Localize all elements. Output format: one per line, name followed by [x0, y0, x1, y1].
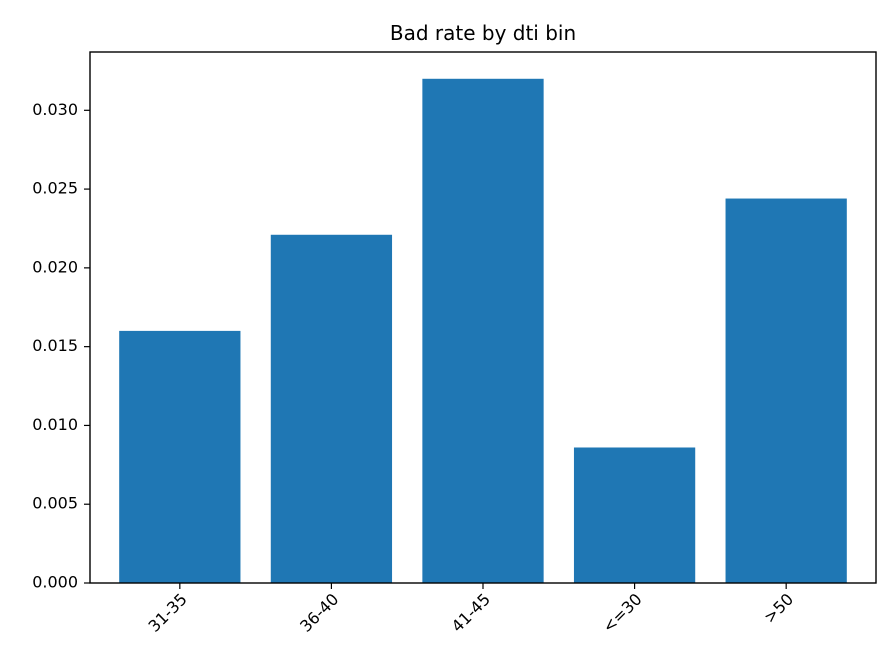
plot-frame: [89, 51, 877, 584]
bars-group: [119, 78, 847, 583]
x-tick-label-2: 41-45: [448, 590, 494, 636]
bar-4: [725, 198, 847, 583]
x-axis: 31-35 36-40 41-45 <=30 >50: [145, 583, 797, 637]
x-tick-label-4: >50: [760, 590, 797, 627]
x-tick-label-0: 31-35: [145, 590, 191, 636]
bar-3: [573, 447, 696, 583]
y-tick-label-4: 0.020: [32, 257, 78, 276]
bar-1: [270, 234, 393, 583]
y-tick-label-2: 0.010: [32, 415, 78, 434]
y-tick-label-3: 0.015: [32, 336, 78, 355]
y-tick-label-0: 0.000: [32, 573, 78, 592]
chart-title: Bad rate by dti bin: [390, 21, 576, 45]
bar-2: [422, 78, 544, 583]
y-axis: 0.000 0.005 0.010 0.015 0.020 0.025 0.030: [32, 100, 90, 592]
bar-0: [119, 330, 241, 583]
y-tick-label-1: 0.005: [32, 494, 78, 513]
y-tick-label-6: 0.030: [32, 100, 78, 119]
x-tick-label-3: <=30: [599, 590, 646, 637]
y-tick-label-5: 0.025: [32, 179, 78, 198]
x-tick-label-1: 36-40: [296, 590, 342, 636]
